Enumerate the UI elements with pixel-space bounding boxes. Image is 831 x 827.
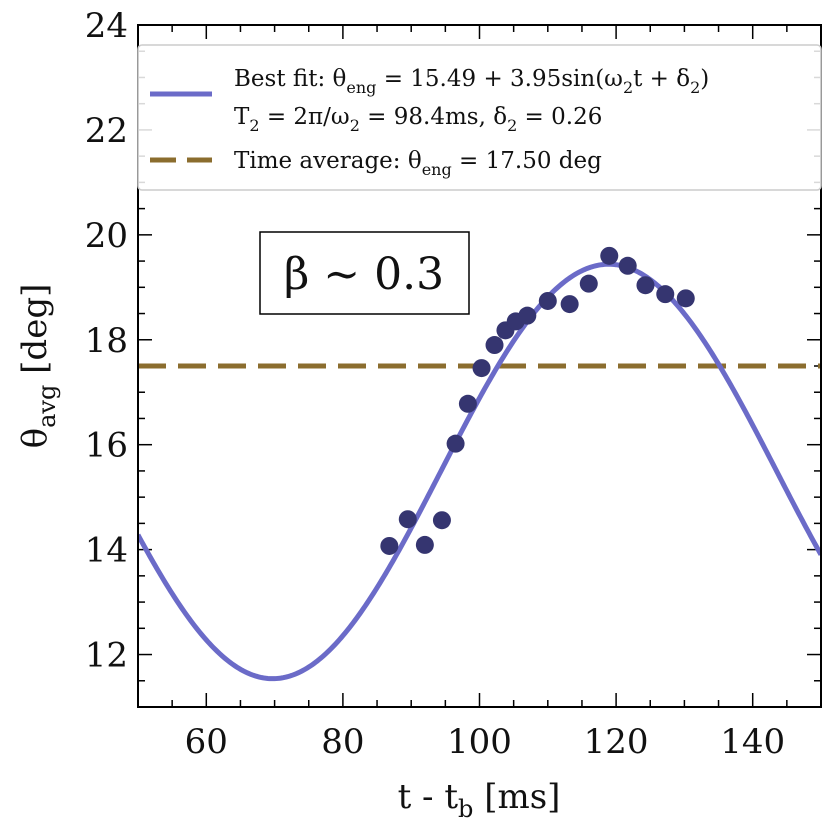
legend-average-label: Time average: θeng = 17.50 deg [234,148,602,179]
data-points [380,246,695,555]
data-point [656,285,675,304]
x-tick-label: 140 [720,722,785,762]
legend: Best fit: θeng = 15.49 + 3.95sin(ω2t + δ… [137,44,822,191]
data-point [446,434,465,453]
legend-fit-line2: T2 = 2π/ω2 = 98.4ms, δ2 = 0.26 [234,104,602,135]
data-point [518,306,537,325]
x-tick-label: 80 [321,722,364,762]
plot-frame [137,24,822,708]
data-point [472,359,491,378]
data-point [432,511,451,530]
x-axis-label: t - tb [ms] [398,777,561,823]
y-tick-label: 12 [85,636,128,676]
y-tick-label: 24 [85,6,128,46]
x-tick-label: 120 [584,722,649,762]
data-point [485,336,504,355]
annotation-box [259,231,470,315]
y-tick-label: 16 [85,426,128,466]
y-tick-label: 14 [85,531,128,571]
data-point [676,289,695,308]
axes-ticks [137,24,822,708]
data-point [560,295,579,314]
data-point [380,536,399,555]
data-point [398,510,417,529]
y-tick-label: 18 [85,321,128,361]
x-tick-label: 100 [447,722,512,762]
beta-annotation: β ~ 0.3 [259,231,470,315]
best-fit-curve [138,261,821,682]
tick-labels: 60 80 100 120 140 12 14 16 18 20 22 24 [85,6,785,762]
y-axis-label: θavg [deg] [15,284,61,449]
legend-box [137,44,822,191]
data-point [579,274,598,293]
data-point [636,276,655,295]
data-point [458,394,477,413]
y-tick-label: 22 [85,111,128,151]
x-tick-label: 60 [185,722,228,762]
legend-fit-line1: Best fit: θeng = 15.49 + 3.95sin(ω2t + δ… [234,66,709,97]
data-point [538,291,557,310]
data-point [618,256,637,275]
y-tick-label: 20 [85,216,128,256]
plot-area [138,246,821,682]
data-point [600,246,619,265]
data-point [415,535,434,554]
annotation-text: β ~ 0.3 [284,249,444,300]
